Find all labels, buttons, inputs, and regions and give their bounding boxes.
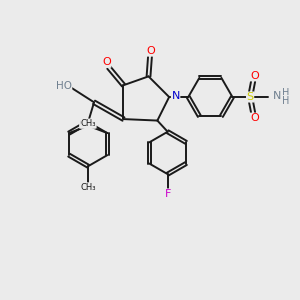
- Text: HO: HO: [56, 81, 72, 91]
- Text: CH₃: CH₃: [80, 119, 95, 128]
- Text: O: O: [250, 113, 259, 123]
- Text: CH₃: CH₃: [80, 183, 96, 192]
- Text: S: S: [247, 92, 254, 102]
- Text: O: O: [146, 46, 155, 56]
- Text: H: H: [282, 95, 289, 106]
- Text: N: N: [273, 91, 281, 100]
- Text: H: H: [282, 88, 289, 98]
- Text: CH₃: CH₃: [81, 119, 96, 128]
- Text: O: O: [102, 57, 111, 67]
- Text: F: F: [164, 189, 171, 199]
- Text: O: O: [250, 71, 259, 81]
- Text: N: N: [171, 91, 180, 100]
